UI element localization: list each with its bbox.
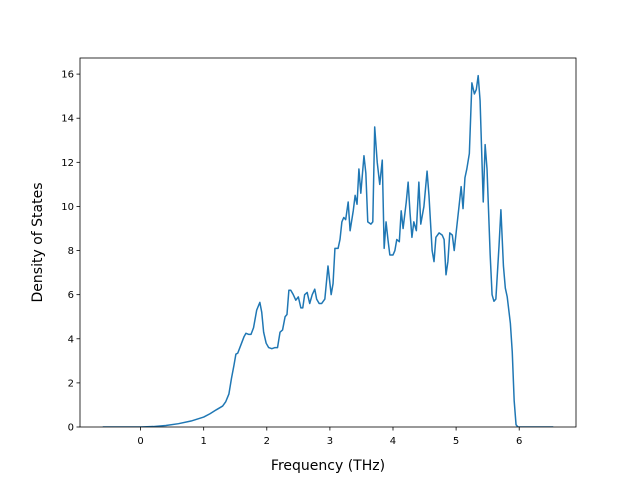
line <box>102 74 554 427</box>
y-tick-label: 8 <box>68 246 74 257</box>
y-tick-label: 12 <box>61 158 74 169</box>
axes-frame <box>79 57 577 428</box>
x-axis-label: Frequency (THz) <box>271 458 385 474</box>
y-axis-label: Density of States <box>30 183 46 303</box>
x-tick-label: 2 <box>264 436 270 447</box>
x-tick-label: 5 <box>453 436 459 447</box>
y-tick-label: 4 <box>68 334 74 345</box>
y-tick-label: 6 <box>68 290 74 301</box>
y-tick-label: 2 <box>68 378 74 389</box>
x-tick-label: 3 <box>327 436 333 447</box>
y-tick-label: 10 <box>61 202 74 213</box>
x-tick-label: 1 <box>200 436 206 447</box>
plot-area <box>102 74 554 427</box>
x-tick-label: 6 <box>516 436 522 447</box>
y-tick-label: 16 <box>61 70 74 81</box>
y-tick-label: 0 <box>68 423 74 434</box>
y-tick-label: 14 <box>61 114 74 125</box>
x-tick-label: 4 <box>390 436 396 447</box>
x-tick-label: 0 <box>137 436 143 447</box>
